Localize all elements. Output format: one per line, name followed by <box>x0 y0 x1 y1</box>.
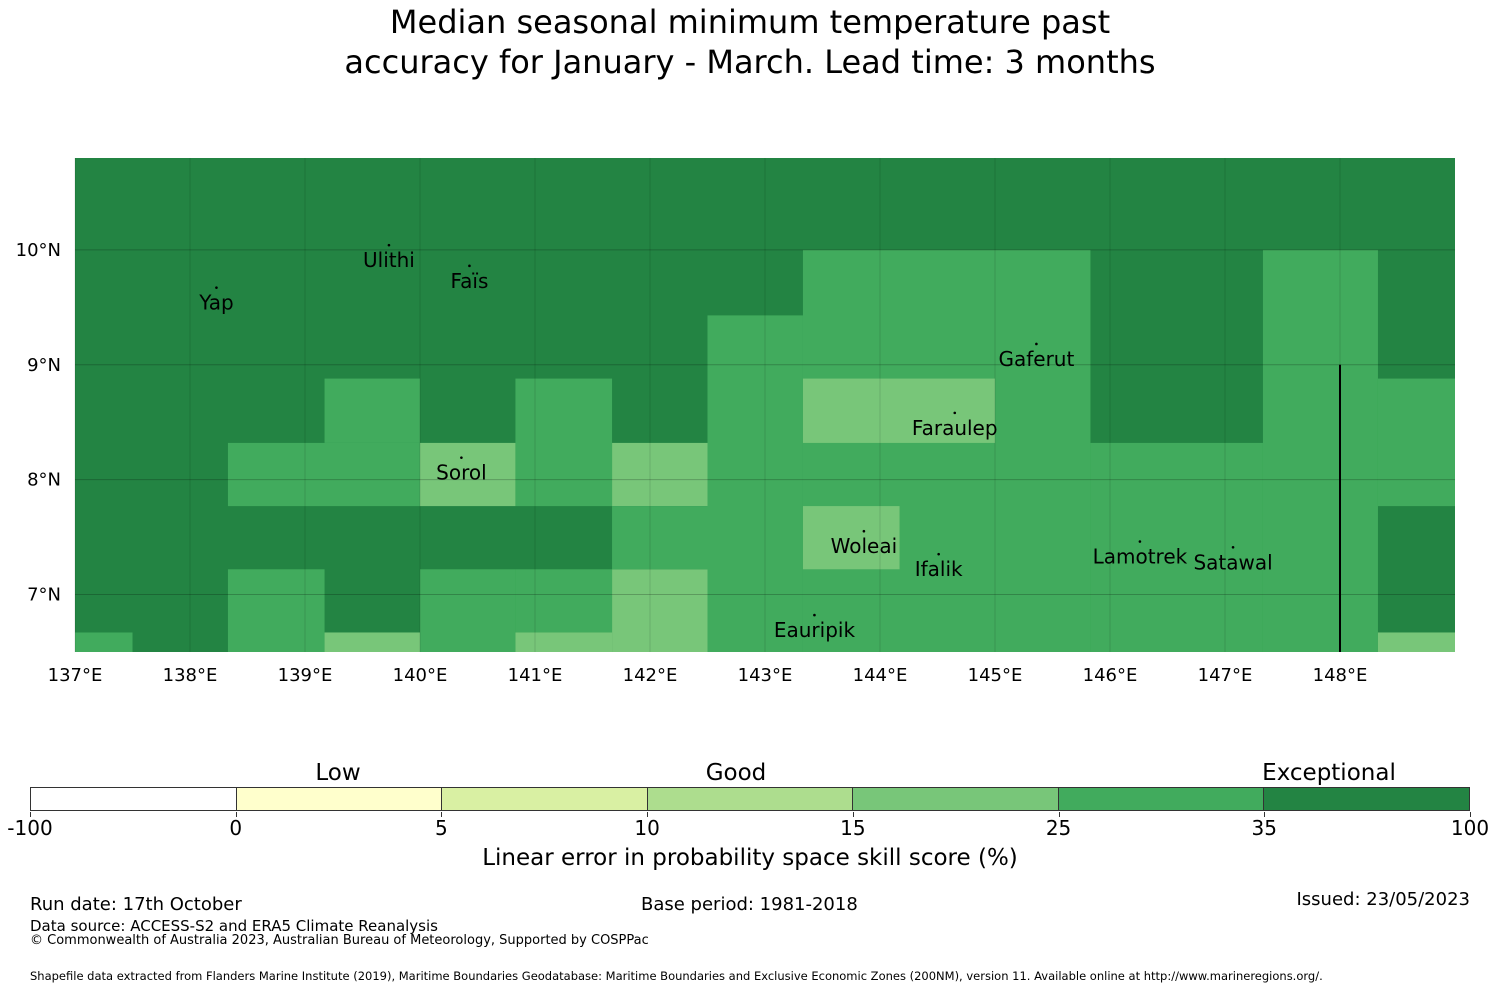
shapefile-credit: Shapefile data extracted from Flanders M… <box>30 969 1323 983</box>
colorbar-tick-label: 15 <box>840 816 866 840</box>
skill-cell-mid <box>1377 378 1455 507</box>
colorbar <box>30 787 1470 811</box>
skill-cell-mid <box>1262 249 1378 652</box>
colorbar-tick-label: 0 <box>229 816 243 840</box>
island-marker <box>460 456 463 459</box>
colorbar-tick-label: 35 <box>1251 816 1278 840</box>
island-marker <box>862 529 866 533</box>
skill-cell-mid <box>802 249 995 652</box>
lat-tick-label: 9°N <box>27 355 61 376</box>
island-marker <box>813 613 816 617</box>
colorbar-tick-label: 10 <box>634 816 660 840</box>
colorbar-segment <box>853 788 1059 810</box>
colorbar-tick <box>852 812 854 817</box>
data-source: Data source: ACCESS-S2 and ERA5 Climate … <box>30 917 438 935</box>
colorbar-tick <box>30 812 31 817</box>
colorbar-segment <box>442 788 648 810</box>
run-date: Run date: 17th October <box>30 894 242 915</box>
colorbar-axis-label: Linear error in probability space skill … <box>482 845 1018 871</box>
island-marker <box>1035 342 1038 346</box>
colorbar-tick <box>441 812 443 817</box>
colorbar-category-exceptional: Exceptional <box>1262 760 1396 786</box>
skill-cell-light <box>324 632 420 652</box>
colorbar-segment <box>1058 788 1265 810</box>
lon-tick-label: 146°E <box>1083 665 1138 686</box>
island-marker <box>937 552 940 556</box>
island-marker <box>468 264 471 268</box>
skill-cell-mid <box>995 249 1091 652</box>
copyright: © Commonwealth of Australia 2023, Austra… <box>30 933 649 948</box>
skill-cell-mid <box>75 632 133 652</box>
place-label-faïs: Faïs <box>450 269 488 293</box>
skill-cell-mid <box>515 378 613 507</box>
colorbar-category-good: Good <box>705 760 767 786</box>
skill-cell-light <box>1377 632 1455 652</box>
colorbar-segment <box>236 788 443 810</box>
colorbar-tick <box>235 812 237 817</box>
skill-cell-mid <box>707 315 803 652</box>
island-marker <box>1231 545 1235 549</box>
skill-cell-mid <box>324 378 420 443</box>
place-label-ulithi: Ulithi <box>363 248 415 272</box>
skill-cell-light <box>802 506 900 570</box>
colorbar-tick <box>647 812 649 817</box>
skill-cell-light <box>802 378 995 443</box>
skill-cell-light <box>612 569 708 652</box>
skill-cell-light <box>612 442 708 507</box>
chart-title-line-2: accuracy for January - March. Lead time:… <box>344 43 1156 81</box>
lon-tick-label: 148°E <box>1313 665 1368 686</box>
lon-tick-label: 145°E <box>968 665 1023 686</box>
lon-tick-label: 137°E <box>48 665 103 686</box>
colorbar-tick <box>1058 812 1060 817</box>
issued-date: Issued: 23/05/2023 <box>1296 889 1470 910</box>
lon-tick-label: 139°E <box>278 665 333 686</box>
colorbar-segment <box>1264 788 1470 810</box>
skill-cell-mid <box>515 569 613 633</box>
island-marker <box>1138 540 1142 543</box>
lon-tick-label: 138°E <box>163 665 218 686</box>
skill-map: 137°E 138°E 139°E 140°E 141°E 142°E 143°E 144°E… <box>16 158 1455 686</box>
lon-tick-label: 144°E <box>853 665 908 686</box>
skill-cell-mid <box>612 506 708 570</box>
place-label-woleai: Woleai <box>831 534 898 558</box>
colorbar-tick <box>1264 812 1266 817</box>
place-label-yap: Yap <box>198 291 233 315</box>
colorbar-tick-label: 5 <box>435 816 448 840</box>
colorbar-tick <box>1470 812 1471 817</box>
island-marker <box>953 411 957 415</box>
place-label-gaferut: Gaferut <box>998 347 1074 371</box>
skill-cell-mid <box>227 442 420 507</box>
lon-tick-label: 142°E <box>623 665 678 686</box>
skill-cell-mid <box>420 569 516 652</box>
skill-cell-light <box>515 632 613 652</box>
lon-tick-label: 140°E <box>393 665 448 686</box>
colorbar-segment <box>31 788 237 810</box>
lon-tick-label: 141°E <box>508 665 563 686</box>
island-marker <box>215 286 218 289</box>
place-label-faraulep: Faraulep <box>912 416 998 440</box>
colorbar-tick-label: 25 <box>1045 816 1072 840</box>
chart-title-line-1: Median seasonal minimum temperature past <box>389 3 1111 41</box>
colorbar-tick-label: 100 <box>1450 816 1490 840</box>
lat-tick-label: 10°N <box>16 240 61 261</box>
place-label-satawal: Satawal <box>1193 550 1272 574</box>
skill-cell-mid <box>227 569 325 652</box>
lon-tick-label: 143°E <box>738 665 793 686</box>
lat-tick-label: 8°N <box>27 470 61 491</box>
place-label-ifalik: Ifalik <box>915 557 963 581</box>
place-label-eauripik: Eauripik <box>774 618 856 642</box>
colorbar-tick-label: -100 <box>7 816 53 840</box>
base-period: Base period: 1981-2018 <box>641 894 858 915</box>
skill-cell-light <box>420 442 516 507</box>
colorbar-category-low: Low <box>315 760 361 786</box>
island-marker <box>387 243 391 247</box>
colorbar-segment <box>647 788 854 810</box>
place-label-lamotrek: Lamotrek <box>1093 545 1188 569</box>
place-label-sorol: Sorol <box>436 461 487 485</box>
lat-tick-label: 7°N <box>27 585 61 606</box>
lon-tick-label: 147°E <box>1198 665 1253 686</box>
chart-title: Median seasonal minimum temperature past… <box>0 2 1500 82</box>
